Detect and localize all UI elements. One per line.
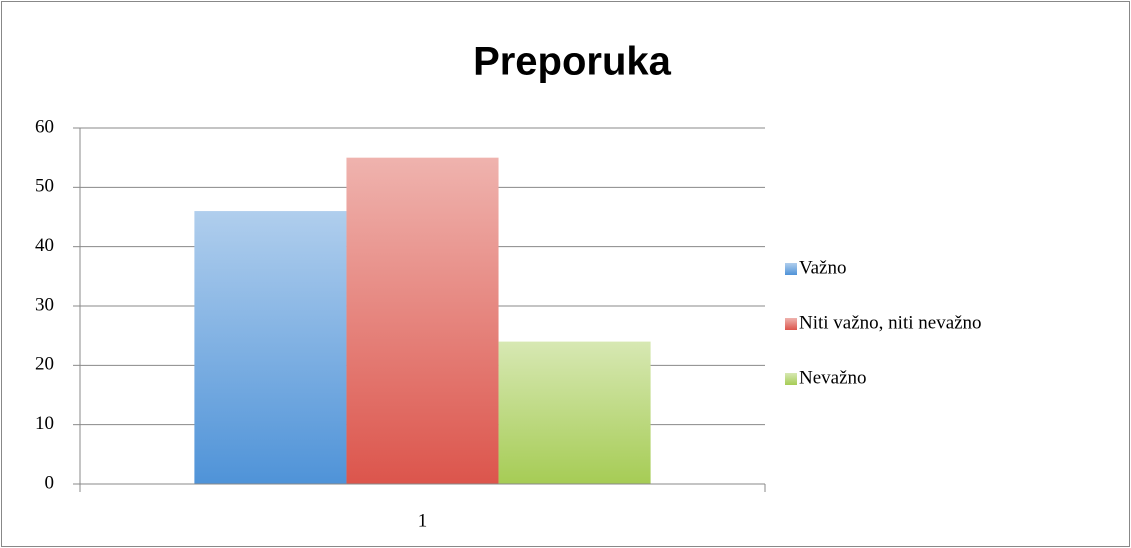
legend-swatch: [785, 318, 797, 330]
y-tick-label: 40: [35, 235, 54, 256]
y-tick-label: 20: [35, 354, 54, 375]
legend-label: Niti važno, niti nevažno: [799, 312, 982, 333]
y-tick-label: 10: [35, 413, 54, 434]
x-tick-label: 1: [418, 510, 428, 531]
y-tick-label: 0: [45, 472, 55, 493]
legend-label: Važno: [799, 257, 846, 278]
chart-title: Preporuka: [473, 40, 672, 84]
y-tick-label: 60: [35, 116, 54, 137]
bar: [498, 341, 651, 484]
legend-swatch: [785, 373, 797, 385]
y-tick-label: 30: [35, 294, 54, 315]
y-tick-label: 50: [35, 176, 54, 197]
bar: [194, 211, 347, 485]
bar: [346, 157, 499, 484]
legend-swatch: [785, 263, 797, 275]
legend-label: Nevažno: [799, 367, 867, 388]
